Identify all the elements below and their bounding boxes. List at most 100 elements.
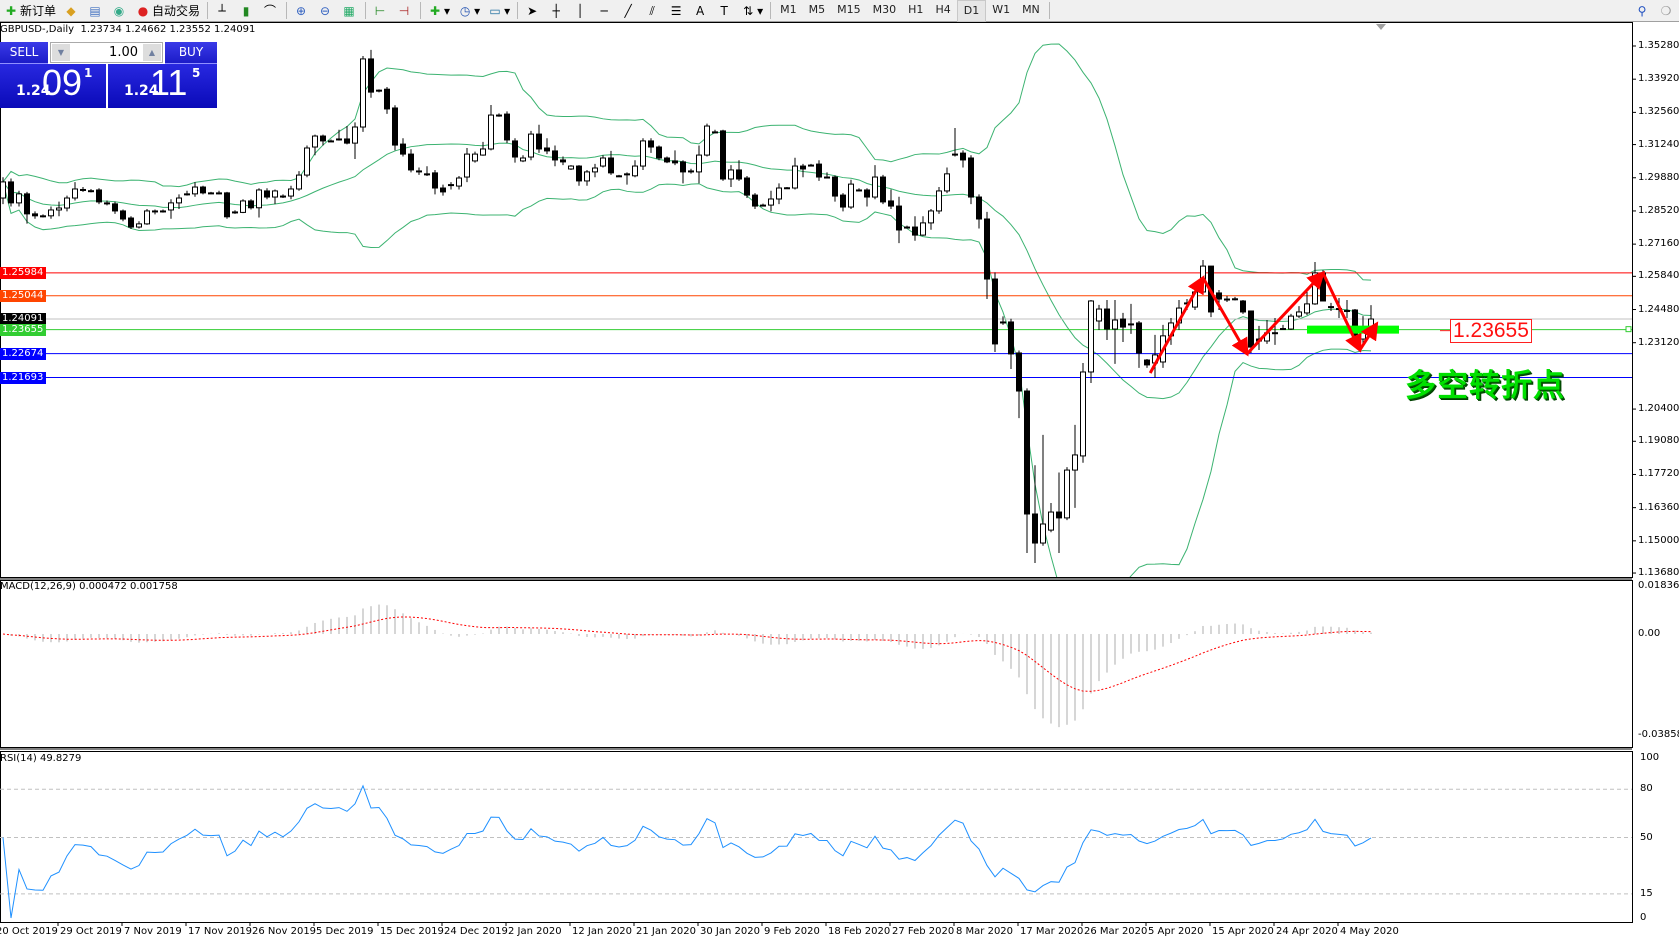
- annotation-text[interactable]: 多空转折点: [1405, 368, 1565, 404]
- chart-window[interactable]: [0, 22, 1679, 940]
- crosshair-button[interactable]: ┼: [545, 1, 569, 21]
- lot-decrease-button[interactable]: ▼: [52, 44, 70, 61]
- timeframe-h4[interactable]: H4: [935, 3, 951, 16]
- date-axis-label: 29 Oct 2019: [60, 926, 122, 937]
- candle-body-bear: [1224, 298, 1230, 301]
- zoom-out-button[interactable]: ⊖: [314, 1, 338, 21]
- candle-chart-button[interactable]: ▮: [235, 1, 259, 21]
- equidistant-channel-button[interactable]: ⫽: [641, 1, 665, 21]
- date-axis-label: 15 Dec 2019: [380, 926, 444, 937]
- rsi-axis-label: 80: [1640, 783, 1653, 795]
- community-button[interactable]: ❍: [1655, 1, 1679, 21]
- auto-scroll-button[interactable]: ⊢: [369, 1, 393, 21]
- candle-body-bear: [720, 130, 726, 180]
- timeframe-m5[interactable]: M5: [808, 3, 826, 16]
- timeframe-mn[interactable]: MN: [1022, 3, 1040, 16]
- lot-size-field[interactable]: ▼ 1.00 ▲: [50, 42, 163, 63]
- market-watch-button[interactable]: ◆: [60, 1, 84, 21]
- navigator-button[interactable]: ▤: [84, 1, 108, 21]
- candle-body-bear: [832, 176, 838, 197]
- candle-body-bull: [288, 188, 294, 197]
- text-label-button[interactable]: T: [713, 1, 737, 21]
- chart-shift-button[interactable]: ⊣: [393, 1, 417, 21]
- indicators-button[interactable]: ✚ ▾: [430, 3, 451, 18]
- timeframe-w1[interactable]: W1: [992, 3, 1011, 16]
- new-order-button[interactable]: ✚ 新订单: [5, 3, 57, 19]
- candle: [208, 191, 214, 195]
- candle-body-bear: [680, 161, 686, 173]
- candle: [640, 138, 646, 170]
- candle-body-bull: [936, 190, 942, 212]
- candle-body-bear: [368, 58, 374, 93]
- trendline-button[interactable]: ╱: [617, 1, 641, 21]
- search-button[interactable]: ⚲: [1631, 1, 1655, 21]
- buy-price-box[interactable]: 1.24 11 5: [108, 62, 217, 108]
- candle-body-bear: [40, 215, 46, 218]
- bollinger-upper-band: [2, 43, 1372, 281]
- candle: [752, 193, 758, 209]
- candle-body-bear: [512, 140, 518, 158]
- candle-body-bull: [784, 187, 790, 190]
- templates-button[interactable]: ▭ ▾: [489, 3, 511, 18]
- chart-canvas[interactable]: [0, 22, 1679, 940]
- candle: [456, 176, 462, 190]
- timeframe-m1[interactable]: M1: [780, 3, 797, 16]
- candle: [1328, 302, 1334, 311]
- candle: [88, 188, 94, 193]
- cursor-button[interactable]: ➤: [521, 1, 545, 21]
- sell-price-box[interactable]: 1.24 09 1: [0, 62, 106, 108]
- arrows-button[interactable]: ⇅ ▾: [743, 3, 764, 18]
- candle: [448, 182, 454, 190]
- lot-size-value[interactable]: 1.00: [109, 45, 138, 60]
- vertical-line-button[interactable]: │: [569, 1, 593, 21]
- price-text-label[interactable]: 1.23655: [1450, 318, 1532, 343]
- candle-body-bear: [320, 135, 326, 142]
- bar-chart-button[interactable]: ┴: [211, 1, 235, 21]
- candle: [984, 211, 990, 300]
- candle-body-bull: [1232, 298, 1238, 301]
- candle-body-bear: [808, 164, 814, 167]
- candle-body-bull: [1072, 454, 1078, 471]
- vertical-line-icon: │: [576, 3, 584, 18]
- text-button[interactable]: A: [689, 1, 713, 21]
- candle: [1040, 434, 1046, 546]
- candle: [560, 156, 566, 166]
- candle-body-bull: [728, 169, 734, 180]
- candle-body-bull: [928, 210, 934, 224]
- auto-trading-button[interactable]: ● 自动交易: [137, 3, 201, 19]
- price-axis-label: 1.31240: [1638, 138, 1679, 150]
- horizontal-line-button[interactable]: ─: [593, 1, 617, 21]
- candle-body-bear: [416, 170, 422, 173]
- separator: [770, 2, 772, 19]
- candle-body-bull: [376, 89, 382, 92]
- candle: [424, 166, 430, 177]
- line-chart-button[interactable]: ⌒: [259, 1, 283, 21]
- indicators-icon: ✚: [430, 3, 441, 18]
- fibonacci-icon: ☰: [670, 3, 682, 18]
- candle: [576, 165, 582, 186]
- lot-increase-button[interactable]: ▲: [143, 44, 161, 61]
- timeframe-m15[interactable]: M15: [837, 3, 861, 16]
- candle: [672, 150, 678, 166]
- timeframe-h1[interactable]: H1: [908, 3, 924, 16]
- tile-windows-button[interactable]: ▦: [338, 1, 362, 21]
- auto-trading-icon: ●: [137, 3, 149, 18]
- timeframe-m30[interactable]: M30: [872, 3, 897, 16]
- candle-body-bear: [816, 163, 822, 178]
- periods-button[interactable]: ◷ ▾: [459, 3, 481, 18]
- zoom-in-button[interactable]: ⊕: [290, 1, 314, 21]
- sell-button[interactable]: SELL: [0, 42, 48, 64]
- candle-body-bull: [296, 174, 302, 190]
- timeframe-d1[interactable]: D1: [956, 0, 987, 22]
- fibonacci-button[interactable]: ☰: [665, 1, 689, 21]
- candle: [1, 177, 6, 205]
- signal-button[interactable]: ◉: [108, 1, 132, 21]
- candle-body-bull: [592, 167, 598, 173]
- buy-button[interactable]: BUY: [165, 42, 217, 64]
- toolbar: ✚ 新订单 ◆ ▤ ◉ ● 自动交易 ┴ ▮ ⌒ ⊕ ⊖ ▦ ⊢ ⊣ ✚ ▾ ◷ ▾ ▭…: [0, 0, 1679, 22]
- candle: [160, 209, 166, 213]
- candle-body-bear: [120, 210, 126, 220]
- macd-axis-label: 0.00: [1638, 628, 1661, 639]
- candle: [664, 156, 670, 164]
- candle: [48, 206, 54, 219]
